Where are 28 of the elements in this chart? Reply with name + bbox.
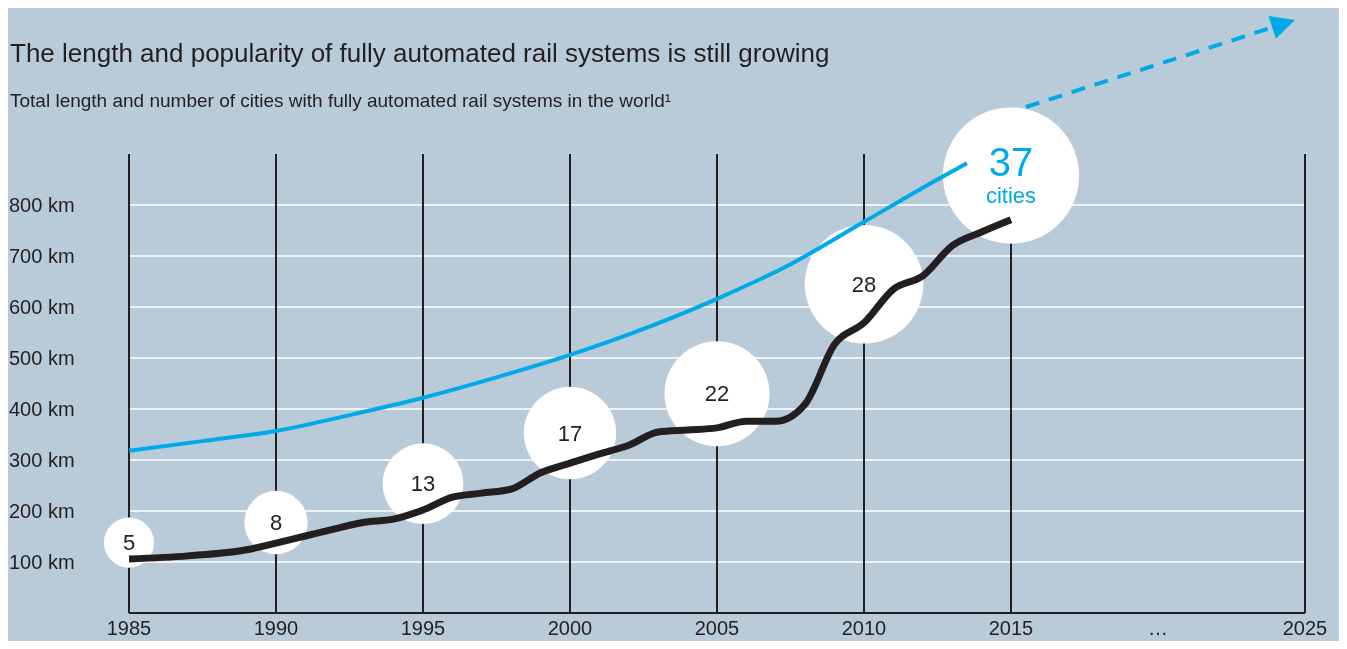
y-tick-label: 400 km	[9, 398, 75, 421]
x-tick-label: 1995	[400, 617, 446, 640]
annotation: 22	[704, 381, 730, 407]
annotation: 37	[988, 139, 1034, 184]
y-tick-label: 800 km	[9, 194, 75, 217]
x-tick-label: 2000	[547, 617, 593, 640]
y-tick-label: 600 km	[9, 296, 75, 319]
x-tick-label: 2010	[841, 617, 887, 640]
x-tick-label: 1985	[106, 617, 152, 640]
annotation: 5	[122, 530, 136, 556]
annotation: cities	[985, 183, 1037, 209]
annotation: 17	[557, 420, 583, 446]
y-tick-label: 700 km	[9, 245, 75, 268]
annotation: 8	[269, 510, 283, 536]
annotation: 13	[410, 471, 436, 497]
y-tick-label: 300 km	[9, 449, 75, 472]
y-tick-label: 100 km	[9, 551, 75, 574]
x-tick-label: …	[1148, 617, 1168, 640]
x-tick-label: 1990	[253, 617, 299, 640]
x-tick-label: 2005	[694, 617, 740, 640]
line-series	[129, 161, 969, 453]
chart-subtitle: Total length and number of cities with fully automated rail systems in the world¹	[10, 90, 672, 112]
y-tick-label: 500 km	[9, 347, 75, 370]
x-tick-label: 2025	[1282, 617, 1328, 640]
chart-title: The length and popularity of fully automated rail systems is still growing	[10, 38, 830, 69]
x-tick-label: 2015	[988, 617, 1034, 640]
y-tick-label: 200 km	[9, 500, 75, 523]
annotation: 28	[851, 271, 877, 297]
